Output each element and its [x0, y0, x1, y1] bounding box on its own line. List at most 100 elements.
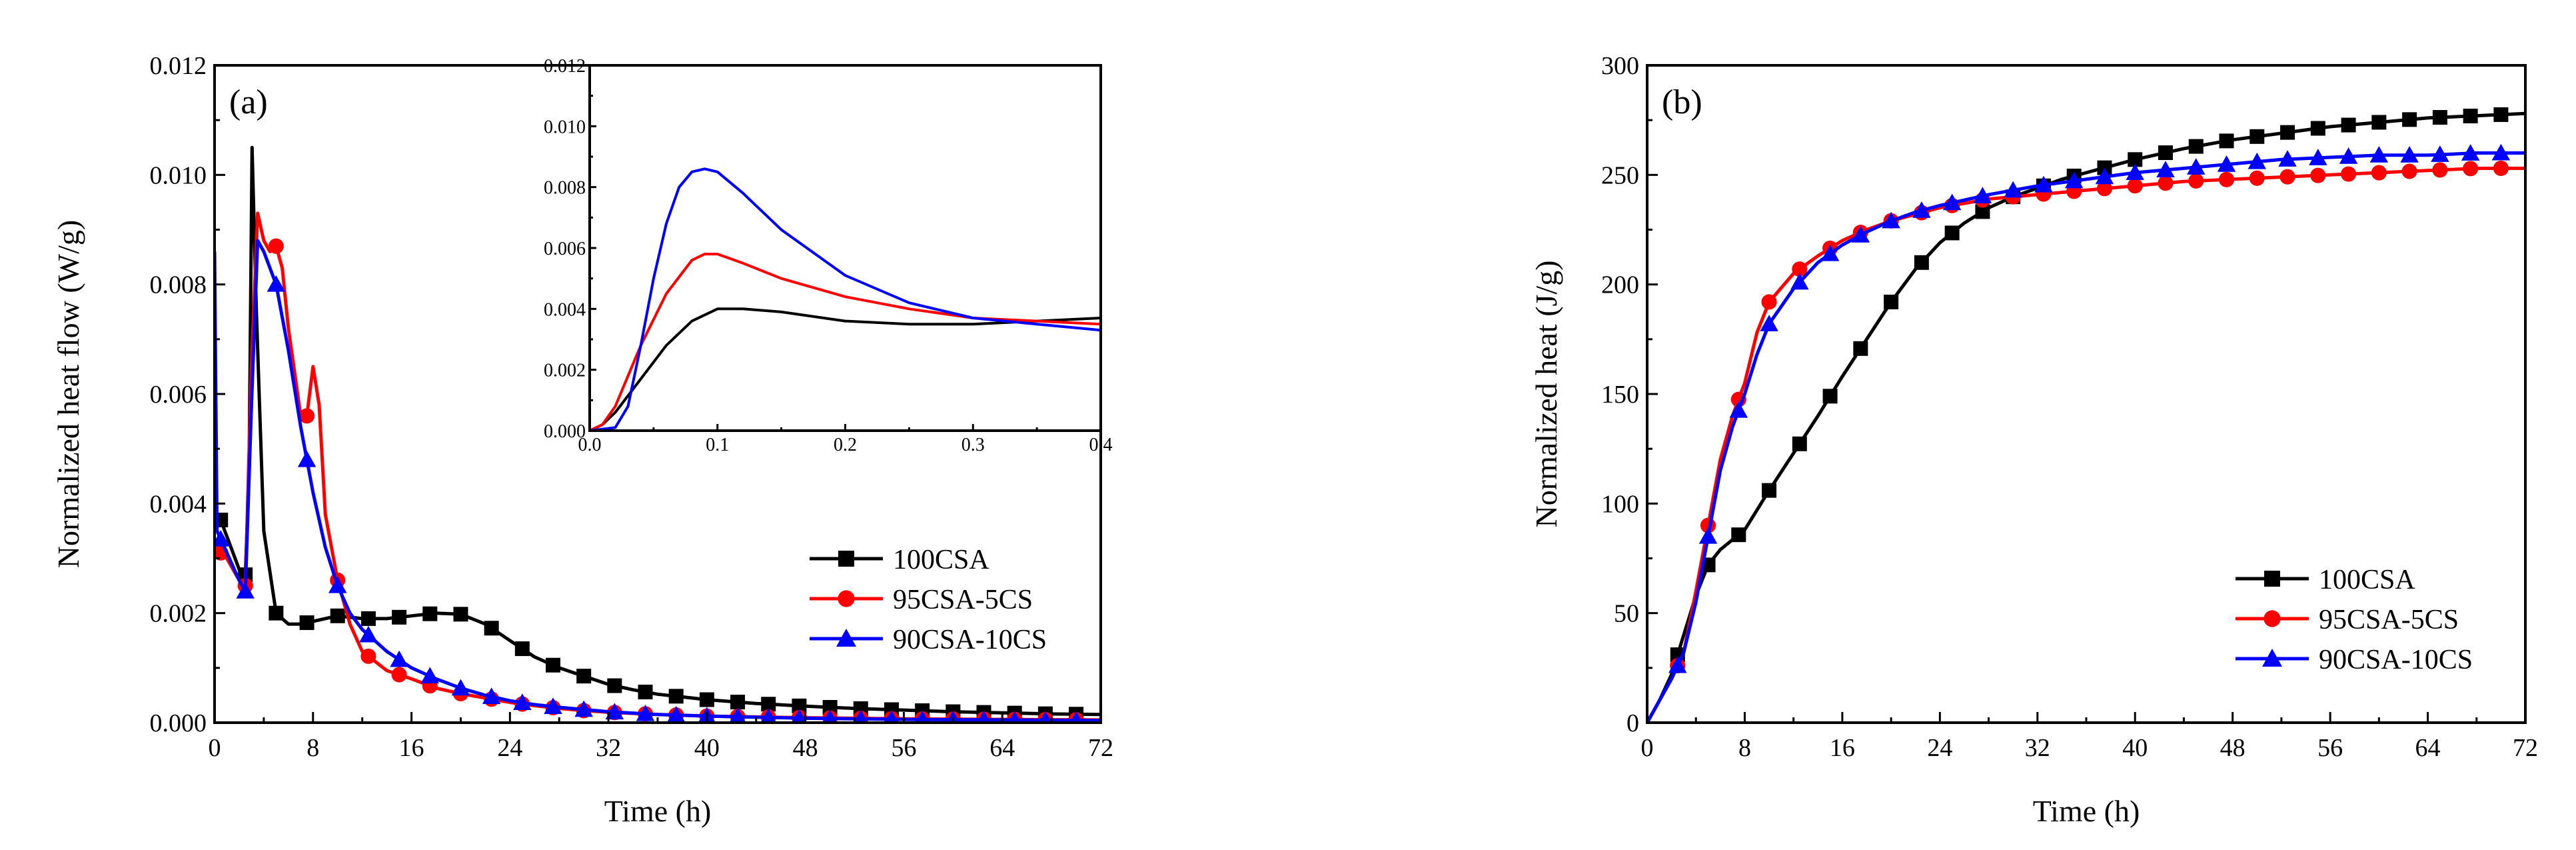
y-tick-label-inset: 0.004 [544, 299, 586, 320]
data-point-90csa-10cs-a [482, 687, 501, 704]
y-tick-label-a: 0.006 [150, 381, 207, 409]
x-tick-label-b: 64 [2415, 734, 2441, 762]
data-point-100csa-a [453, 607, 468, 622]
x-tick-label-a: 56 [891, 734, 916, 762]
x-tick-label-b: 0 [1641, 734, 1654, 762]
data-point-90csa-10cs-b [2339, 147, 2358, 164]
data-point-90csa-10cs-b [1912, 201, 1931, 218]
data-point-90csa-10cs-b [1790, 273, 1809, 290]
legend-marker-90csa-10cs-a [836, 629, 856, 647]
data-point-95csa-5cs-b [2401, 163, 2417, 179]
data-point-90csa-10cs-b [2217, 155, 2236, 172]
data-point-90csa-10cs-a [359, 625, 378, 643]
data-point-100csa-a [638, 684, 653, 699]
x-tick-label-b: 48 [2220, 734, 2246, 762]
y-axis-title-b: Normalized heat (J/g) [1529, 260, 1563, 527]
data-point-90csa-10cs-a [790, 709, 808, 724]
data-point-90csa-10cs-b [1729, 401, 1748, 418]
data-point-90csa-10cs-a [267, 275, 286, 292]
data-point-100csa-a [484, 621, 499, 636]
data-point-100csa-b [2280, 125, 2295, 140]
x-tick-label-a: 8 [307, 734, 319, 762]
data-point-100csa-a [269, 605, 284, 621]
data-point-100csa-b [1853, 341, 1868, 356]
x-tick-label-inset: 0.2 [834, 435, 857, 455]
legend-marker-95csa-5cs-b [2263, 610, 2281, 627]
x-tick-label-a: 64 [989, 734, 1015, 762]
data-point-100csa-a [822, 699, 838, 715]
data-point-95csa-5cs-b [2432, 162, 2448, 178]
y-tick-label-a: 0.008 [150, 271, 207, 299]
legend-label-100csa-a: 100CSA [893, 545, 989, 575]
series-line-90csa-10cs-inset [590, 167, 1101, 432]
panel-label-b: (b) [1662, 83, 1702, 121]
data-point-90csa-10cs-a [852, 709, 869, 724]
data-point-90csa-10cs-a [574, 700, 593, 717]
data-point-100csa-b [2310, 121, 2325, 136]
data-point-95csa-5cs-b [2310, 167, 2326, 183]
data-point-100csa-b [1731, 527, 1746, 543]
data-point-90csa-10cs-a [297, 450, 317, 467]
data-point-90csa-10cs-a [822, 709, 838, 724]
y-tick-label-b: 150 [1601, 381, 1639, 409]
legend-label-90csa-10cs-b: 90CSA-10CS [2319, 645, 2473, 675]
x-tick-label-a: 16 [399, 734, 424, 762]
y-tick-label-inset: 0.006 [544, 239, 586, 259]
data-point-90csa-10cs-a [390, 650, 408, 667]
series-line-90csa-10cs-b [1647, 151, 2525, 724]
data-point-90csa-10cs-b [1698, 527, 1718, 544]
data-point-90csa-10cs-b [2491, 143, 2511, 161]
data-point-90csa-10cs-a [544, 697, 562, 714]
data-point-100csa-b [2188, 139, 2204, 154]
series-group-inset [590, 167, 1101, 432]
data-point-90csa-10cs-a [605, 703, 624, 720]
data-point-100csa-b [2371, 115, 2387, 130]
data-point-100csa-a [330, 608, 345, 623]
x-tick-label-b: 56 [2317, 734, 2343, 762]
x-tick-label-b: 72 [2513, 734, 2538, 762]
data-point-100csa-b [1792, 436, 1807, 451]
data-point-100csa-b [2341, 117, 2356, 133]
data-point-95csa-5cs-b [2463, 161, 2479, 177]
data-point-90csa-10cs-a [946, 710, 961, 724]
y-tick-label-b: 300 [1601, 52, 1639, 80]
y-tick-label-inset: 0.010 [544, 117, 586, 137]
data-point-90csa-10cs-b [1942, 193, 1962, 211]
x-tick-label-b: 16 [1830, 734, 1855, 762]
inset-background [590, 65, 1101, 431]
data-point-95csa-5cs-b [2371, 165, 2387, 181]
data-point-90csa-10cs-a [884, 710, 900, 724]
x-tick-label-b: 24 [1927, 734, 1952, 762]
data-point-100csa-b [1762, 483, 1777, 498]
inset-chart: 0.0 0.1 0.2 0.3 0.4 0.000 0.002 0.004 0.006 0.008… [544, 56, 1113, 455]
data-point-90csa-10cs-b [1882, 211, 1900, 229]
data-point-95csa-5cs-a [268, 238, 284, 254]
y-tick-label-b: 50 [1614, 600, 1639, 628]
data-point-95csa-5cs-a [360, 648, 376, 664]
data-point-100csa-a [792, 698, 807, 713]
data-point-95csa-5cs-b [2096, 181, 2113, 197]
data-point-90csa-10cs-a [636, 704, 655, 721]
series-group-b [1647, 107, 2525, 724]
data-point-100csa-a [392, 609, 407, 625]
x-tick-label-b: 32 [2025, 734, 2050, 762]
x-tick-label-a: 24 [497, 734, 522, 762]
y-tick-label-a: 0.012 [150, 52, 207, 80]
data-point-95csa-5cs-b [2249, 170, 2265, 186]
data-point-100csa-b [2463, 109, 2478, 124]
data-point-90csa-10cs-b [1851, 225, 1870, 243]
data-point-90csa-10cs-b [2064, 171, 2084, 189]
data-point-100csa-b [1975, 204, 1990, 219]
legend-marker-100csa-b [2264, 571, 2280, 587]
x-tick-label-a: 0 [209, 734, 221, 762]
data-point-90csa-10cs-a [1069, 711, 1083, 724]
data-point-90csa-10cs-b [2309, 149, 2327, 165]
y-tick-label-a: 0.002 [150, 600, 207, 628]
x-tick-label-a: 40 [694, 734, 720, 762]
data-point-90csa-10cs-a [215, 529, 230, 547]
legend-label-95csa-5cs-a: 95CSA-5CS [893, 585, 1033, 615]
y-tick-label-a: 0.010 [150, 161, 207, 189]
y-tick-label-a: 0.000 [150, 709, 207, 737]
data-point-100csa-a [360, 611, 376, 626]
data-point-90csa-10cs-b [2034, 175, 2053, 193]
